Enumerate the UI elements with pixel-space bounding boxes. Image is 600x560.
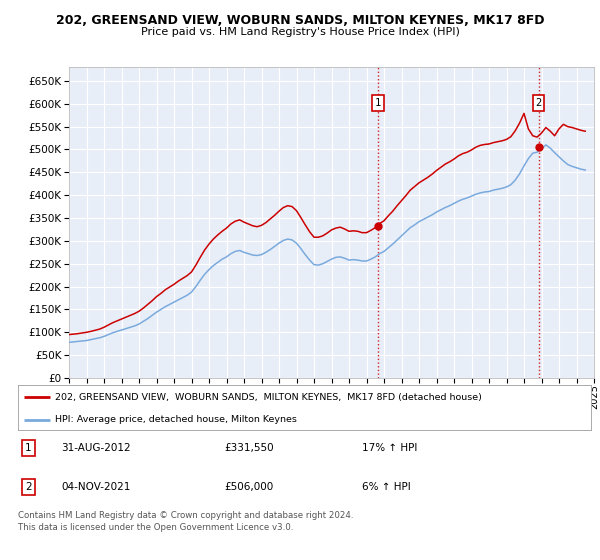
Text: Price paid vs. HM Land Registry's House Price Index (HPI): Price paid vs. HM Land Registry's House …: [140, 27, 460, 38]
Text: £331,550: £331,550: [224, 444, 274, 454]
Text: 04-NOV-2021: 04-NOV-2021: [61, 482, 130, 492]
Text: 2: 2: [25, 482, 32, 492]
Text: 202, GREENSAND VIEW, WOBURN SANDS, MILTON KEYNES, MK17 8FD: 202, GREENSAND VIEW, WOBURN SANDS, MILTO…: [56, 14, 544, 27]
Text: 6% ↑ HPI: 6% ↑ HPI: [362, 482, 410, 492]
Text: 2: 2: [536, 98, 542, 108]
Text: 202, GREENSAND VIEW,  WOBURN SANDS,  MILTON KEYNES,  MK17 8FD (detached house): 202, GREENSAND VIEW, WOBURN SANDS, MILTO…: [55, 393, 482, 402]
Text: £506,000: £506,000: [224, 482, 274, 492]
Text: 31-AUG-2012: 31-AUG-2012: [61, 444, 131, 454]
Text: Contains HM Land Registry data © Crown copyright and database right 2024.
This d: Contains HM Land Registry data © Crown c…: [18, 511, 353, 531]
Text: 1: 1: [25, 444, 32, 454]
Text: 1: 1: [375, 98, 381, 108]
Text: HPI: Average price, detached house, Milton Keynes: HPI: Average price, detached house, Milt…: [55, 415, 297, 424]
Text: 17% ↑ HPI: 17% ↑ HPI: [362, 444, 417, 454]
